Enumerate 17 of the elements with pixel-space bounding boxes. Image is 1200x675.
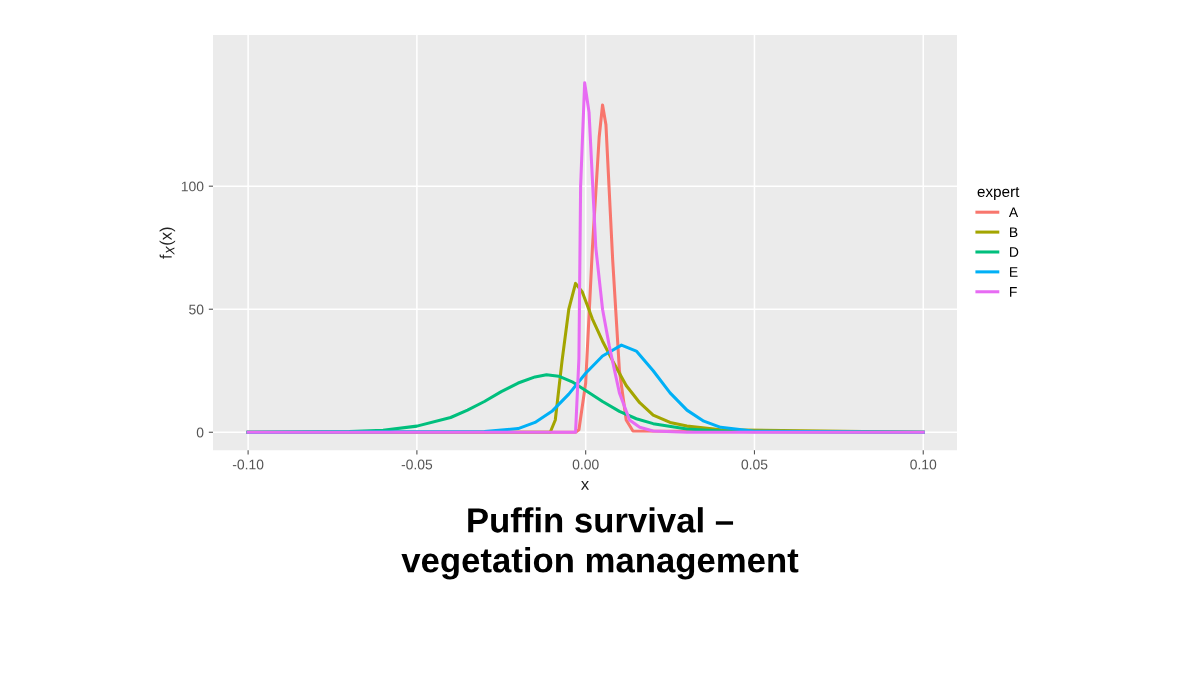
x-axis-title: x xyxy=(581,481,589,490)
x-tick-label: 0.10 xyxy=(910,459,937,470)
legend-label: B xyxy=(1010,227,1018,237)
x-tick-label: 0.05 xyxy=(741,459,768,470)
legend-label: E xyxy=(1010,267,1018,277)
y-tick-label: 0 xyxy=(196,427,204,438)
y-tick-label: 100 xyxy=(181,181,204,192)
text: Puffin survival – vegetation management xyxy=(401,507,799,580)
legend-label: A xyxy=(1008,207,1019,218)
x-tick-label: -0.05 xyxy=(401,459,433,470)
y-axis-title: f$_{X}$(x) xyxy=(159,227,176,259)
legend-title: expert xyxy=(977,187,1020,201)
x-tick-label: 0.00 xyxy=(572,459,599,470)
x-tick-label: -0.10 xyxy=(232,459,264,470)
legend-label: F xyxy=(1010,287,1017,297)
legend-label: D xyxy=(1010,247,1019,257)
y-tick-label: 50 xyxy=(189,304,204,315)
